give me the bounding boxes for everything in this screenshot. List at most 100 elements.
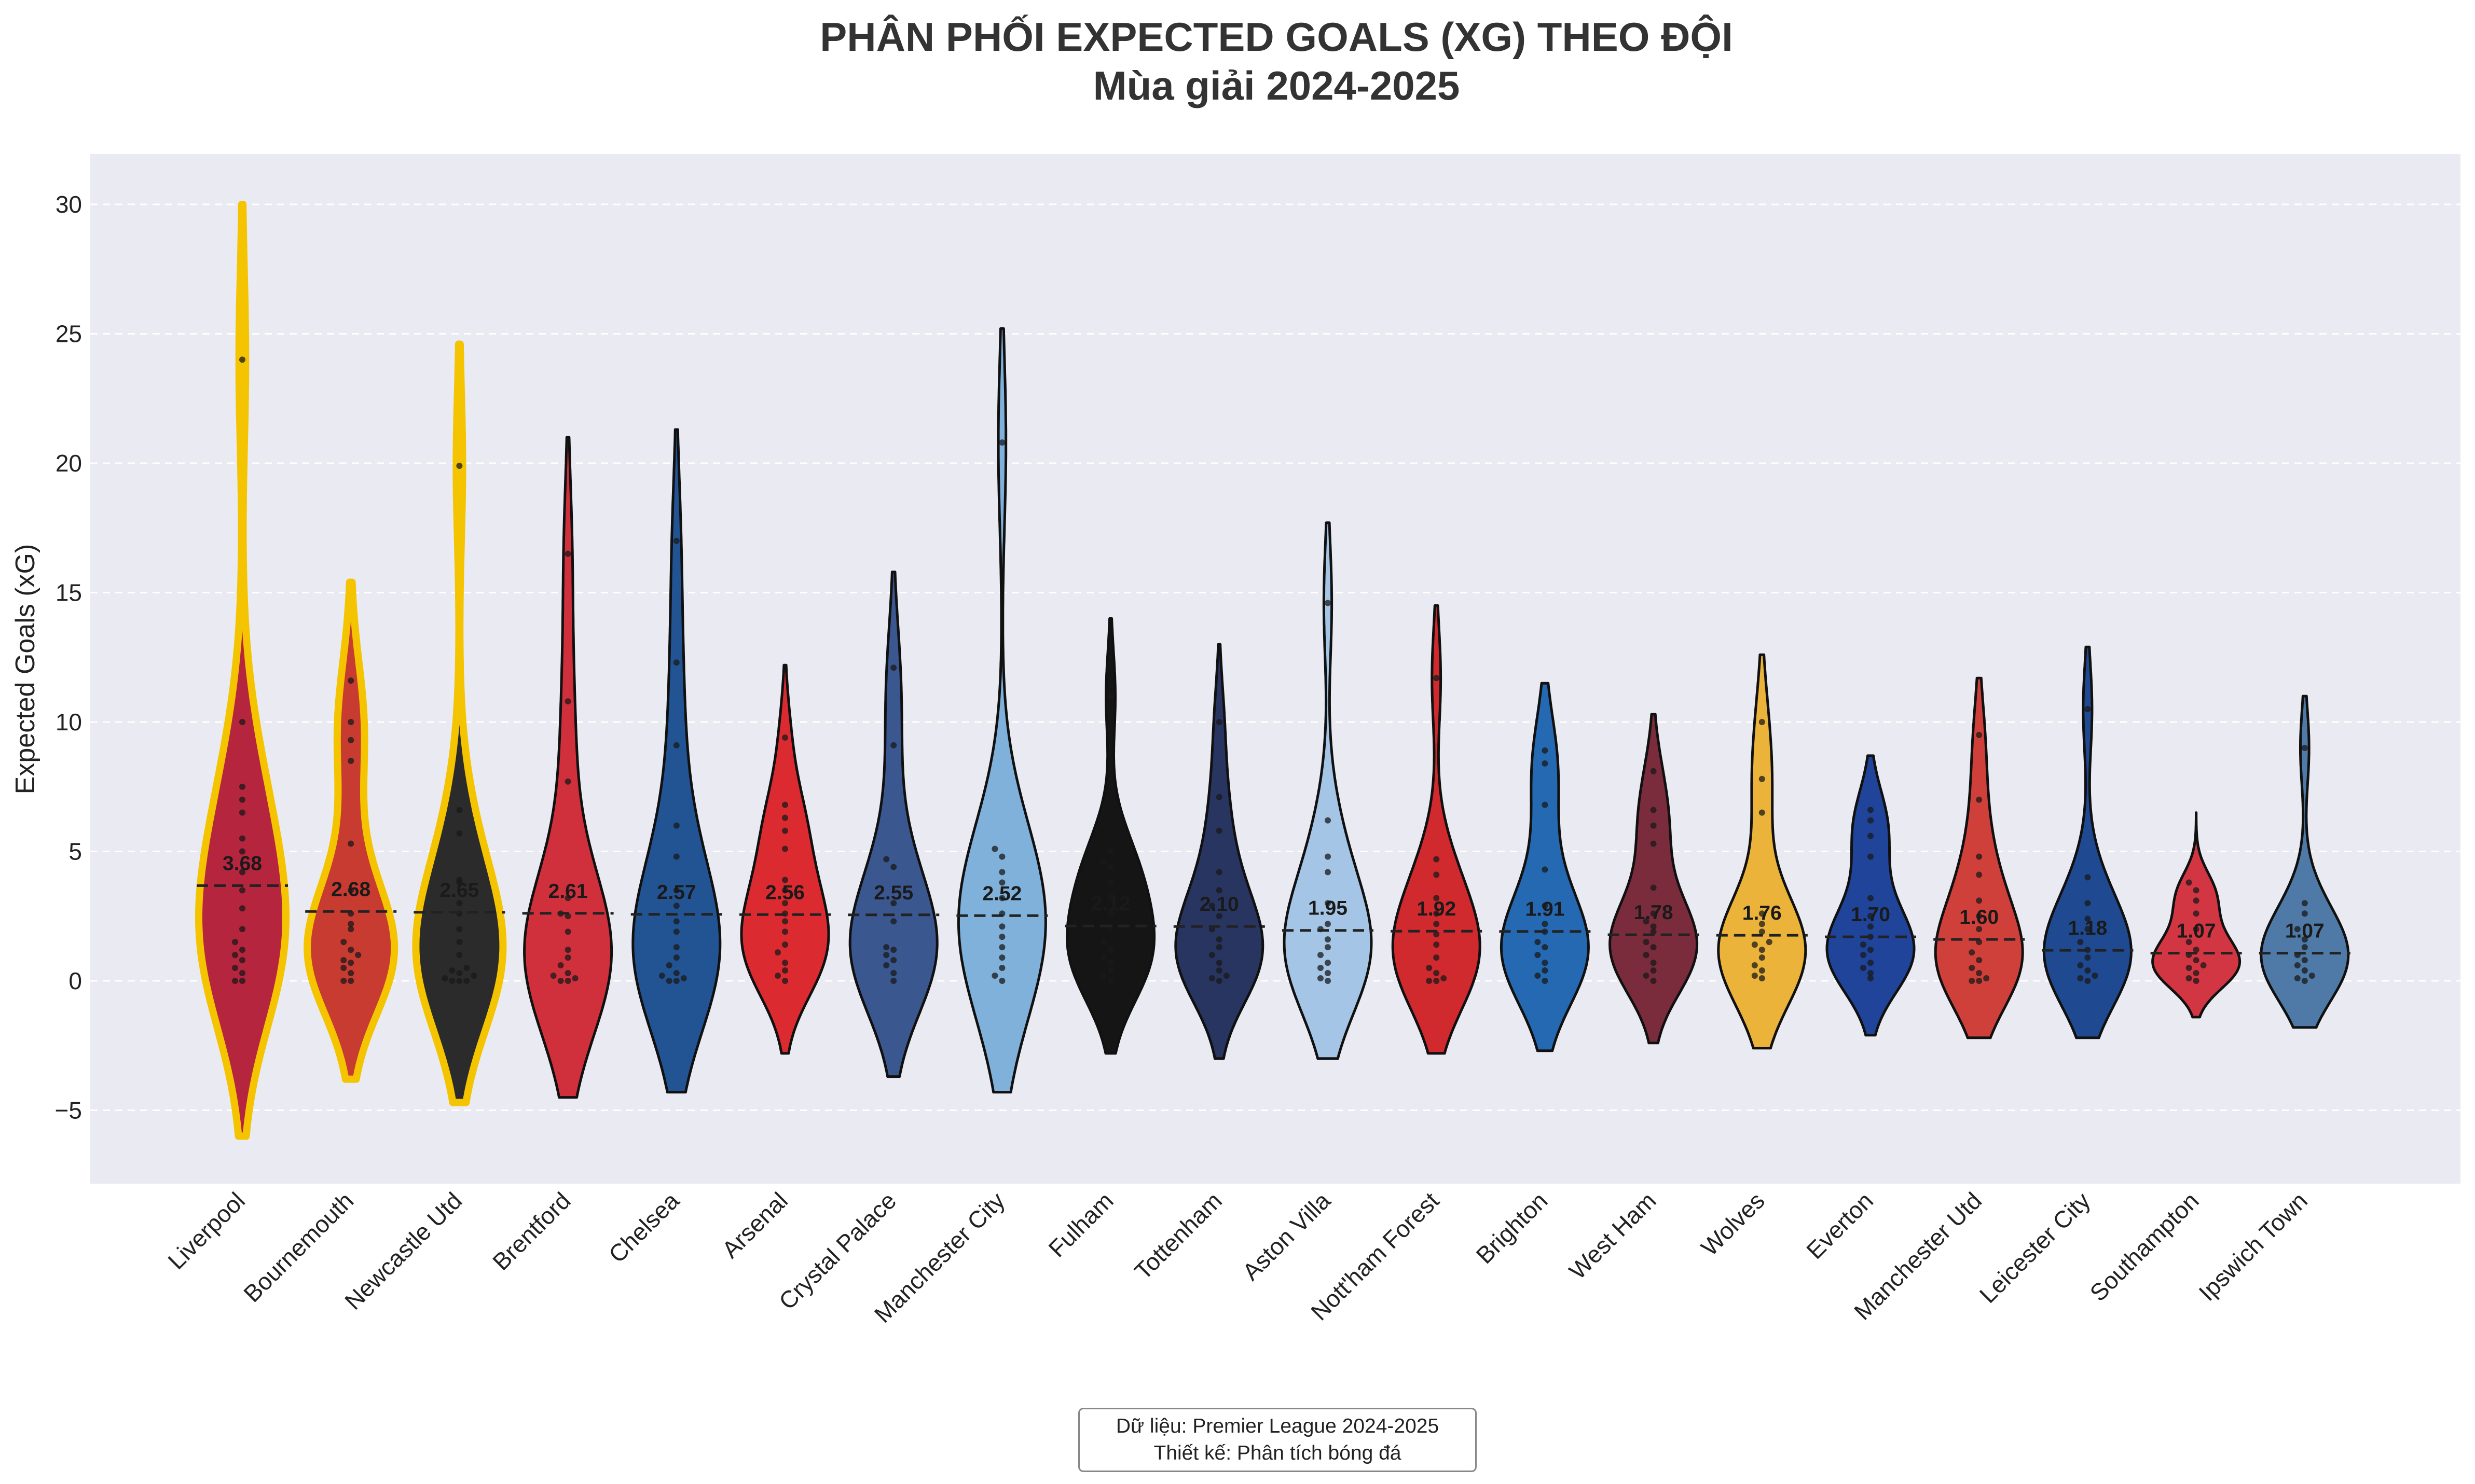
data-point [1433, 954, 1440, 961]
y-axis: −5 0 5 10 15 20 25 30 [55, 191, 82, 1124]
data-point [348, 947, 354, 953]
x-tick-label: Leicester City [1974, 1187, 2096, 1308]
violins: 3.68 2.68 2.65 2.61 2.57 2.56 2.55 2.52 2.12 2.10… [195, 201, 2350, 1140]
data-point [1860, 941, 1866, 948]
data-point [1542, 801, 1548, 808]
data-point [1758, 910, 1765, 917]
data-point [239, 926, 245, 933]
data-point [239, 957, 245, 964]
data-point [1758, 719, 1765, 725]
violin-body [1391, 604, 1481, 1055]
data-point [1650, 768, 1657, 774]
data-point [1216, 794, 1222, 800]
data-point [1433, 970, 1440, 977]
data-point [1426, 965, 1433, 972]
data-point [2193, 970, 2199, 977]
data-point [673, 903, 680, 909]
data-point [1969, 965, 1975, 972]
data-point [782, 900, 788, 907]
data-point [1325, 936, 1331, 943]
y-axis-label: Expected Goals (xG) [10, 544, 40, 795]
data-point [999, 439, 1006, 446]
data-point [2185, 965, 2192, 972]
data-point [1325, 817, 1331, 824]
data-point [348, 737, 354, 743]
data-point [999, 923, 1006, 930]
chart-subtitle: Mùa giải 2024-2025 [1093, 63, 1460, 108]
data-point [1867, 807, 1874, 813]
data-point [1969, 949, 1975, 956]
data-point [1216, 869, 1222, 876]
data-point [2092, 973, 2098, 979]
data-point [1867, 853, 1874, 860]
data-point [1542, 903, 1548, 909]
data-point [348, 970, 354, 977]
data-point [1542, 960, 1548, 966]
data-point [2301, 978, 2308, 984]
data-point [1650, 978, 1657, 984]
data-point [348, 887, 354, 894]
data-point [890, 947, 897, 953]
data-point [456, 877, 463, 883]
data-point [1650, 967, 1657, 974]
data-point [992, 845, 998, 852]
data-point [1317, 952, 1324, 959]
data-point [1758, 775, 1765, 782]
data-point [1976, 926, 1983, 933]
mean-label: 2.61 [548, 880, 588, 903]
data-point [673, 918, 680, 925]
data-point [348, 978, 354, 984]
data-point [782, 814, 788, 821]
data-point [992, 973, 998, 979]
violin-body [1174, 643, 1264, 1060]
data-point [355, 952, 362, 959]
data-point [2077, 939, 2084, 946]
data-point [1976, 978, 1983, 984]
mean-label: 2.65 [439, 879, 479, 902]
data-point [2193, 978, 2199, 984]
data-point [1976, 913, 1983, 920]
data-point [1433, 978, 1440, 984]
data-point [1751, 962, 1758, 969]
data-point [2193, 947, 2199, 953]
y-tick-label: 30 [56, 191, 82, 218]
data-point [2193, 897, 2199, 904]
y-tick-label: 0 [68, 967, 82, 994]
data-point [2185, 939, 2192, 946]
violin-body [848, 571, 939, 1078]
data-point [1433, 931, 1440, 938]
data-point [1216, 967, 1222, 974]
data-point [782, 967, 788, 974]
mean-label: 2.56 [765, 881, 805, 904]
data-point [232, 939, 238, 946]
data-point [2077, 975, 2084, 982]
data-point [1643, 939, 1649, 946]
data-point [1758, 928, 1765, 935]
data-point [565, 970, 571, 977]
data-point [999, 895, 1006, 902]
y-tick-label: 15 [56, 579, 82, 606]
data-point [2084, 978, 2091, 984]
mean-label: 1.70 [1851, 904, 1890, 926]
x-tick-label: Brighton [1471, 1187, 1553, 1269]
data-point [1216, 936, 1222, 943]
mean-label: 2.68 [331, 878, 370, 900]
data-point [1542, 967, 1548, 974]
data-point [1867, 923, 1874, 930]
data-point [782, 941, 788, 948]
mean-label: 1.76 [1742, 902, 1782, 924]
data-point [673, 928, 680, 935]
data-point [1758, 809, 1765, 816]
data-point [1542, 978, 1548, 984]
data-point [1643, 918, 1649, 925]
mean-label: 2.55 [874, 882, 913, 904]
data-point [1976, 796, 1983, 803]
data-point [782, 801, 788, 808]
data-point [782, 918, 788, 925]
data-point [883, 962, 890, 969]
data-point [565, 947, 571, 953]
data-point [1643, 952, 1649, 959]
mean-label: 1.78 [1634, 902, 1673, 924]
data-point [572, 975, 579, 982]
data-point [565, 928, 571, 935]
